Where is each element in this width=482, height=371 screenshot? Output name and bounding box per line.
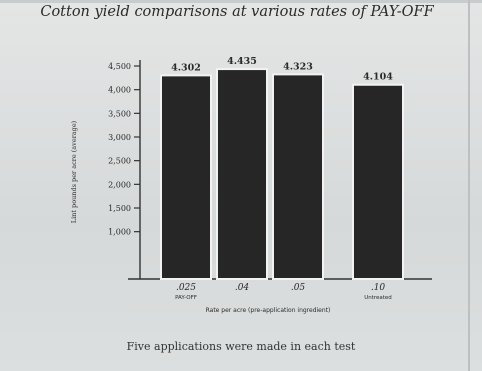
x-tick-label: .025 — [176, 283, 196, 293]
bar — [272, 73, 324, 280]
y-tick-label: 4,500 — [108, 62, 131, 71]
chart-caption: Five applications were made in each test — [126, 340, 356, 353]
bar-value-label: 4.323 — [283, 61, 313, 72]
y-tick-label: 1,000 — [108, 228, 131, 237]
bar-value-label: 4.435 — [227, 56, 257, 67]
x-tick-label: .10 — [371, 283, 386, 293]
y-tick-label: 3,500 — [108, 109, 131, 118]
x-tick-label: .04 — [235, 283, 250, 293]
y-tick-label: 1,500 — [108, 204, 131, 213]
x-axis-label: Rate per acre (pre-application ingredien… — [206, 307, 331, 314]
x-tick-sublabel: Untreated — [364, 295, 392, 301]
bar — [160, 74, 212, 281]
paper-edge — [0, 0, 482, 3]
y-tick-label: 2,000 — [108, 180, 131, 189]
bar-value-label: 4.302 — [171, 62, 201, 73]
paper-fold — [468, 0, 470, 371]
y-tick-label: 3,000 — [108, 133, 131, 142]
bar-value-label: 4.104 — [363, 72, 393, 83]
y-tick-label: 4,000 — [108, 86, 131, 95]
bar — [352, 83, 404, 280]
x-tick-sublabel: PAY-OFF — [175, 295, 197, 301]
bar — [216, 68, 268, 281]
y-axis-label: Lint pounds per acre (average) — [70, 120, 78, 223]
x-tick-label: .05 — [291, 283, 306, 293]
y-tick-label: 2,500 — [108, 157, 131, 166]
chart-title: Cotton yield comparisons at various rate… — [40, 4, 434, 20]
